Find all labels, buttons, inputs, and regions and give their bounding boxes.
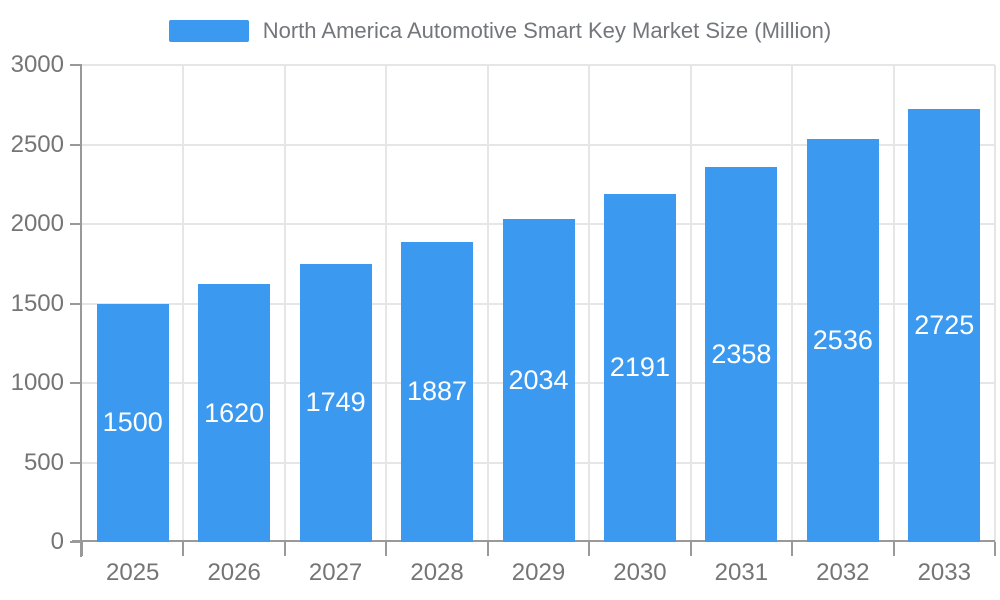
bar-value-label: 2536 <box>812 324 873 355</box>
y-axis-tick-label: 3000 <box>10 51 64 78</box>
x-axis-tick-label: 2031 <box>714 559 769 586</box>
y-axis-tick-label: 1500 <box>10 289 64 317</box>
bar-value-label: 2358 <box>711 339 772 370</box>
y-axis-tick-label: 2500 <box>10 130 64 158</box>
x-axis-tick <box>791 542 794 556</box>
legend-label: North America Automotive Smart Key Marke… <box>262 18 832 43</box>
x-axis-tick-label: 2033 <box>917 559 971 586</box>
bar-2030: 2191 <box>603 193 676 542</box>
bar-2028: 1887 <box>401 241 474 542</box>
bar-2025: 1500 <box>96 303 169 542</box>
y-axis-line <box>80 65 82 557</box>
bar-2027: 1749 <box>299 263 372 542</box>
gridline <box>385 65 388 542</box>
x-axis-tick <box>385 542 388 556</box>
bar-value-label: 2725 <box>914 309 975 340</box>
y-axis-tick <box>70 223 82 225</box>
bar-value-label: 1500 <box>102 407 163 438</box>
gridline <box>588 65 591 542</box>
gridline <box>82 64 995 66</box>
y-axis-tick <box>70 64 82 66</box>
x-axis-tick <box>182 542 185 556</box>
x-axis-tick <box>994 542 996 556</box>
y-axis-tick-label: 500 <box>23 448 64 476</box>
gridline <box>283 65 286 542</box>
x-axis-tick-label: 2030 <box>613 559 667 586</box>
x-axis-tick-label: 2026 <box>207 559 261 586</box>
gridline <box>791 65 794 542</box>
x-axis-tick <box>283 542 286 556</box>
gridline <box>82 143 995 146</box>
bar-value-label: 2191 <box>609 352 670 383</box>
bar-2031: 2358 <box>705 167 778 542</box>
x-axis-tick-label: 2025 <box>106 559 160 586</box>
bar-2029: 2034 <box>502 218 575 542</box>
x-axis-tick-label: 2032 <box>816 559 870 586</box>
y-axis-tick <box>70 143 82 146</box>
bar-2032: 2536 <box>806 138 879 542</box>
y-axis-tick-label: 0 <box>50 528 64 555</box>
y-axis-tick <box>70 461 82 464</box>
x-axis-tick <box>689 542 692 556</box>
gridline <box>486 65 489 542</box>
x-axis-tick-label: 2027 <box>308 559 363 586</box>
bar-2026: 1620 <box>198 284 271 542</box>
y-axis-tick <box>70 302 82 305</box>
gridline <box>892 65 895 542</box>
bar-value-label: 1620 <box>204 397 265 428</box>
y-axis-tick <box>70 541 82 543</box>
bar-2033: 2725 <box>908 108 981 542</box>
gridline <box>182 65 185 542</box>
x-axis-tick <box>588 542 591 556</box>
x-axis-tick-label: 2028 <box>410 559 464 586</box>
x-axis-tick <box>892 542 895 556</box>
x-axis-tick <box>486 542 489 556</box>
legend-swatch-icon <box>168 20 249 42</box>
bar-value-label: 1749 <box>305 387 366 418</box>
gridline <box>994 65 996 542</box>
legend-item[interactable]: North America Automotive Smart Key Marke… <box>0 19 1000 43</box>
gridline <box>689 65 692 542</box>
y-axis-tick-label: 1000 <box>10 369 64 396</box>
x-axis-tick <box>81 542 83 556</box>
y-axis-tick-label: 2000 <box>10 210 64 237</box>
bar-value-label: 1887 <box>407 376 468 407</box>
bar-value-label: 2034 <box>508 364 569 395</box>
x-axis-tick-label: 2029 <box>511 559 566 586</box>
y-axis-tick <box>70 382 82 384</box>
